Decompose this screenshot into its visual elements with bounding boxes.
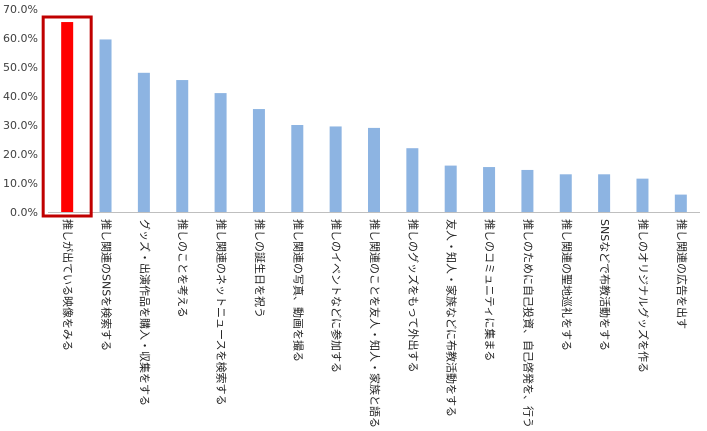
highlight-frame	[41, 15, 93, 218]
x-tick-label: 推し関連の聖地巡礼をする	[560, 219, 574, 351]
bar	[176, 80, 189, 212]
category-labels: 推しが出ている映像をみる 推し関連のSNSを検索する グッズ・出演作品を購入・収集を…	[61, 219, 689, 428]
x-tick-label: 推しのコミュニティに集まる	[483, 219, 497, 361]
y-tick-label: 60.0%	[3, 32, 38, 45]
x-tick-label: グッズ・出演作品を購入・収集をする	[138, 219, 152, 406]
x-tick-label: 推しのことを考える	[176, 219, 190, 318]
y-tick-label: 40.0%	[3, 90, 38, 103]
x-tick-label: 推し関連のネットニュースを検索する	[215, 219, 229, 405]
x-tick-label: 推しのために自己投資、自己啓発を、行う	[521, 219, 535, 428]
bar	[137, 72, 150, 212]
bar	[674, 194, 687, 212]
bar	[368, 127, 380, 212]
bars	[41, 15, 687, 218]
x-tick-label: 推し関連のことを友人・知人・家族と語る	[368, 219, 382, 428]
y-tick-label: 20.0%	[3, 148, 38, 161]
bar	[483, 167, 496, 212]
y-tick-label: 70.0%	[3, 3, 38, 16]
x-tick-label: 推しのイベントなどに参加する	[330, 219, 344, 373]
y-tick-label: 0.0%	[10, 206, 38, 219]
y-tick-label: 50.0%	[3, 61, 38, 74]
x-tick-label: 友人・知人・家族などに布教活動をする	[445, 219, 459, 417]
bar	[598, 174, 611, 212]
y-axis-ticks: 0.0% 10.0% 20.0% 30.0% 40.0% 50.0% 60.0% 70.0%	[3, 3, 38, 219]
x-tick-label: 推しの誕生日を祝う	[253, 219, 267, 318]
x-tick-label: 推し関連の写真、動画を撮る	[291, 219, 305, 362]
bar	[444, 165, 457, 212]
bar	[214, 93, 227, 212]
y-tick-label: 10.0%	[3, 177, 38, 190]
bar	[99, 39, 112, 213]
y-tick-label: 30.0%	[3, 119, 38, 132]
bar	[61, 22, 74, 212]
x-tick-label: 推しのグッズをもって外出する	[406, 219, 420, 372]
x-tick-label: 推しが出ている映像をみる	[61, 219, 75, 351]
x-tick-label: 推し関連の広告を出す	[675, 219, 689, 329]
x-tick-label: SNSなどで布教活動をする	[598, 219, 612, 351]
bar	[406, 148, 419, 212]
bar	[291, 125, 304, 212]
x-tick-label: 推しのオリジナルグッズを作る	[636, 219, 650, 373]
bar	[636, 178, 649, 212]
bar	[559, 174, 572, 212]
bar	[521, 169, 534, 212]
x-tick-label: 推し関連のSNSを検索する	[100, 219, 114, 351]
bar	[252, 109, 265, 212]
bar	[329, 126, 342, 212]
